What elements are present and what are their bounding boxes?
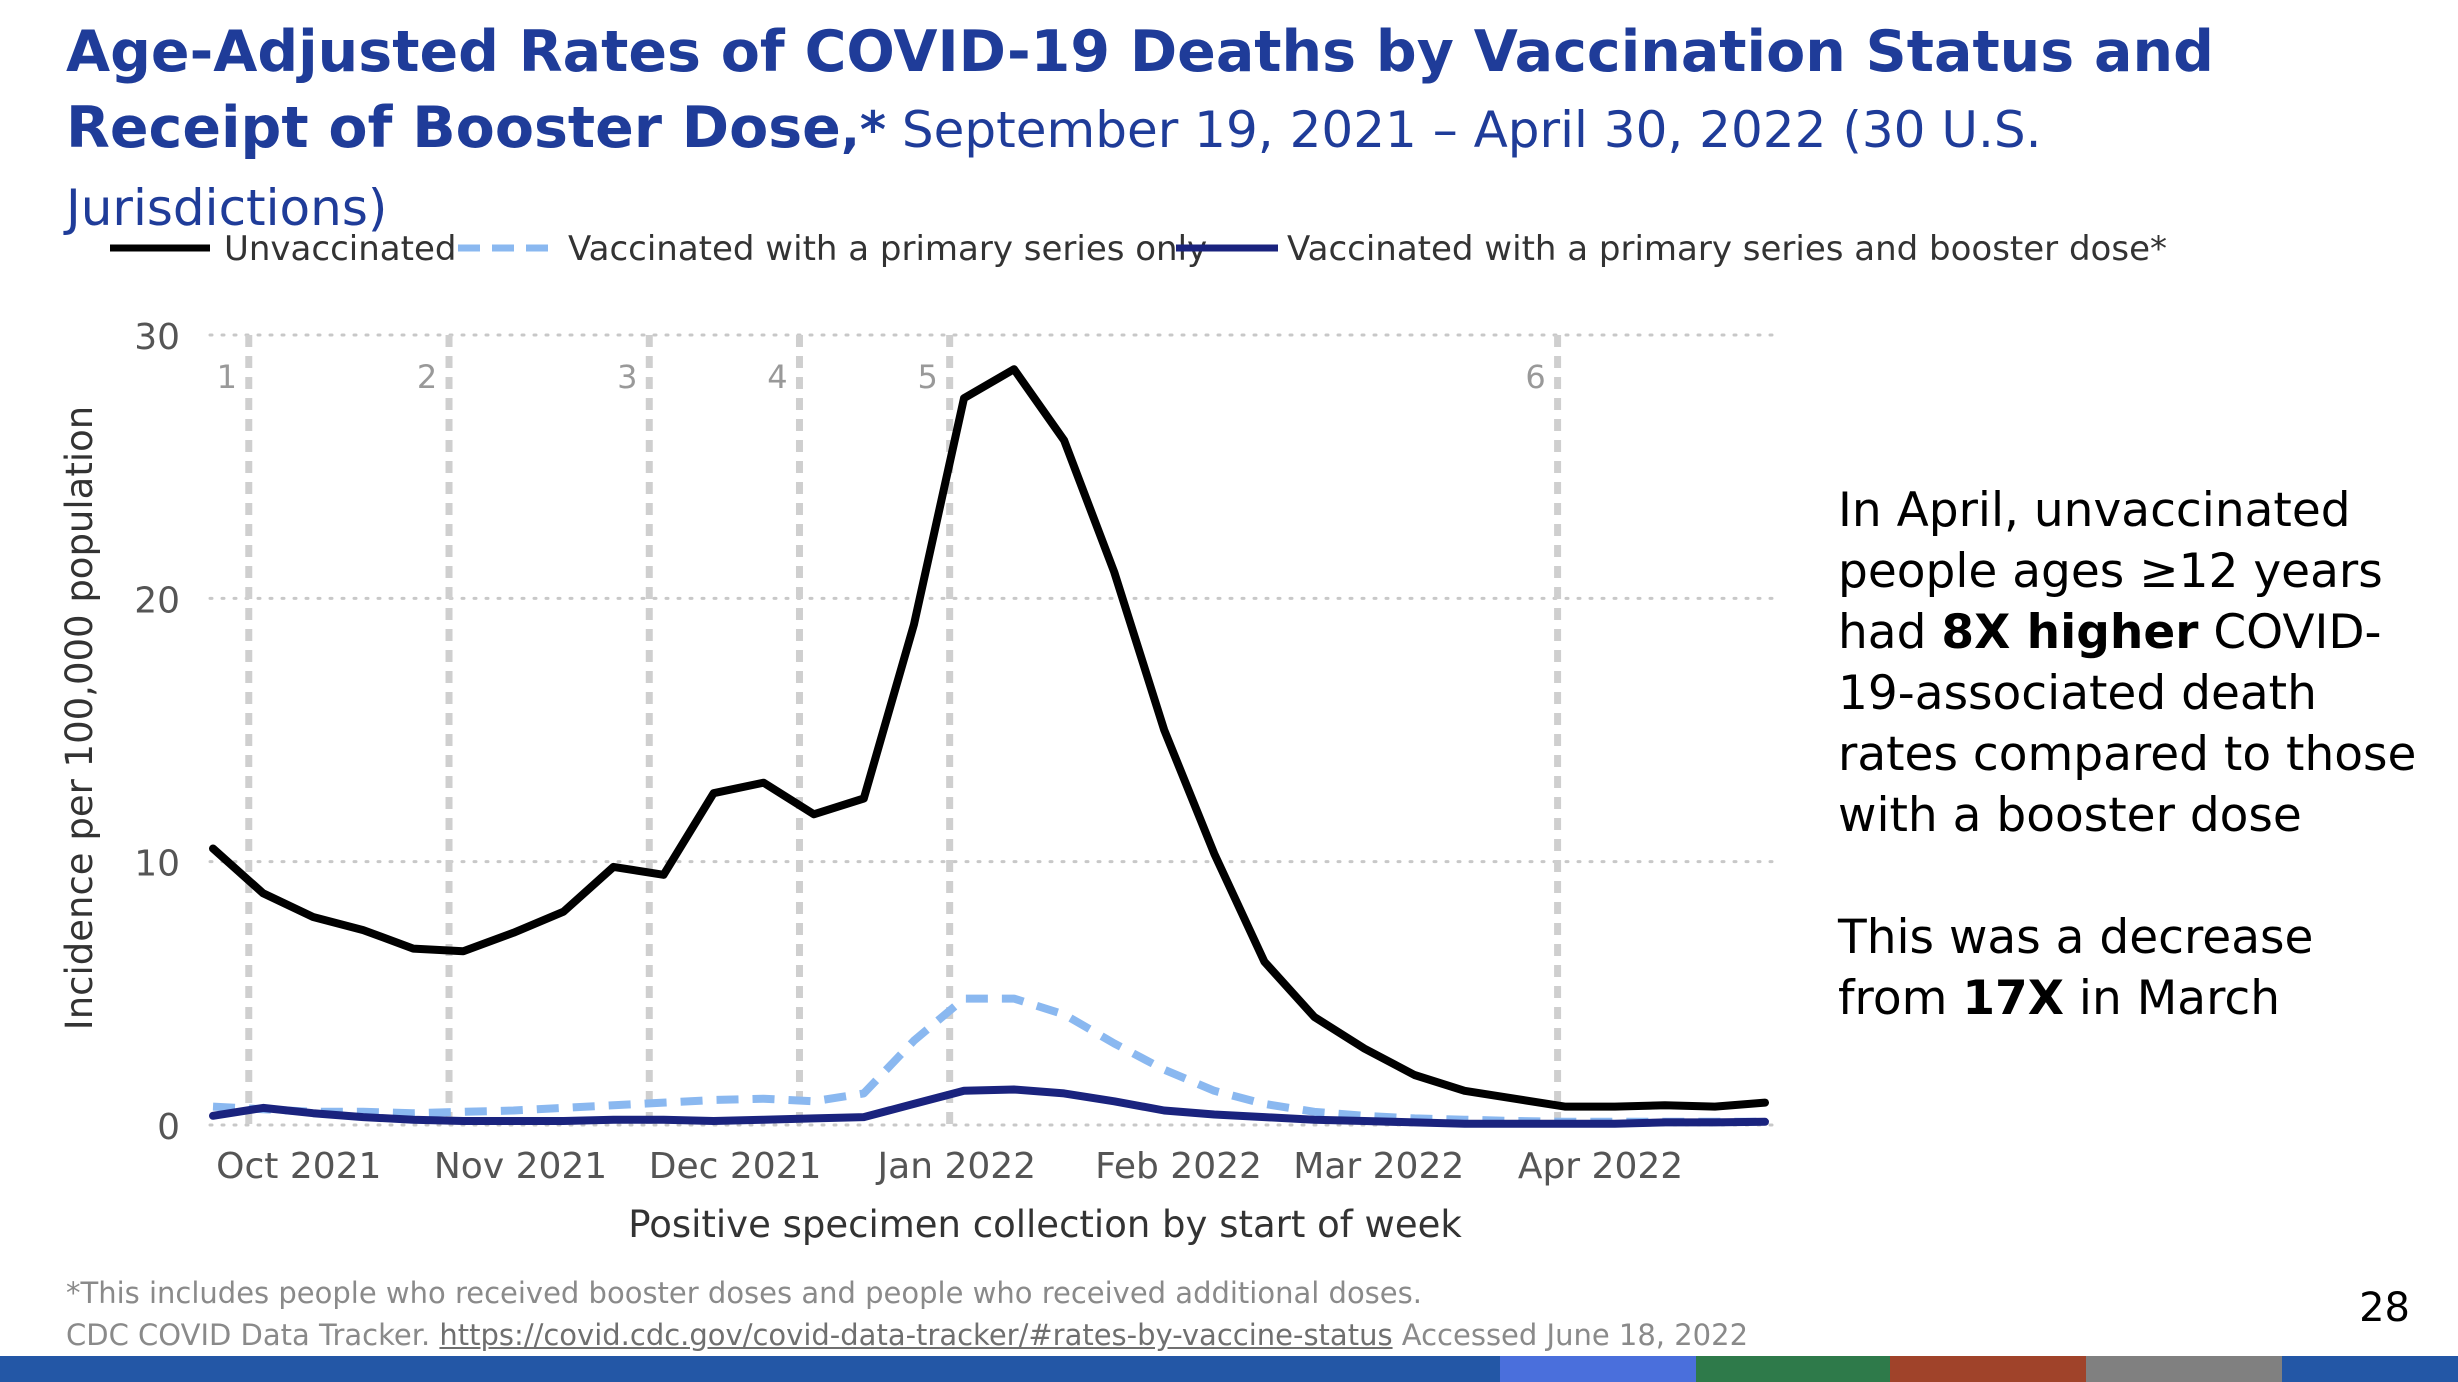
- slide-title-asterisk: ,*: [840, 101, 886, 159]
- chart-series: [209, 365, 1769, 1128]
- callout-2-text-end: in March: [2063, 971, 2280, 1026]
- series-line-1: [209, 365, 1769, 1111]
- callout-2-text: This was a decrease from: [1838, 910, 2314, 1026]
- reference-lines: 1 2 3 4 5 6: [217, 335, 1562, 1128]
- chart-legend: Unvaccinated Vaccinated with a primary se…: [110, 229, 2167, 269]
- x-axis-title: Positive specimen collection by start of…: [628, 1203, 1462, 1246]
- bottom-color-bar: [0, 1356, 2458, 1382]
- x-tick-label: Jan 2022: [876, 1146, 1037, 1187]
- y-tick-label: 30: [134, 317, 180, 358]
- y-tick-label: 10: [134, 844, 180, 885]
- series-line-3: [209, 1085, 1769, 1128]
- legend-label-3: Vaccinated with a primary series and boo…: [1287, 229, 2167, 269]
- x-tick-label: Nov 2021: [434, 1146, 607, 1187]
- callout-paragraph-2: This was a decrease from 17X in March: [1838, 907, 2418, 1029]
- slide-title-date-range: September 19, 2021 – April 30, 2022 (30 …: [66, 101, 2042, 237]
- slide-title-main: Age-Adjusted Rates of COVID-19 Deaths by…: [66, 19, 2214, 161]
- reference-line-label: 4: [767, 358, 787, 396]
- series-line-2: [212, 994, 1765, 1126]
- chart-grid: [208, 333, 1782, 1127]
- bar-segment: [1890, 1356, 2086, 1382]
- x-tick-label: Oct 2021: [216, 1146, 381, 1187]
- x-tick-label: Dec 2021: [649, 1146, 822, 1187]
- legend-label-2: Vaccinated with a primary series only: [568, 229, 1207, 269]
- callout-1-emphasis: 8X higher: [1941, 605, 2199, 660]
- y-tick-label: 0: [157, 1107, 180, 1148]
- reference-line-label: 5: [917, 358, 937, 396]
- bar-segment: [0, 1356, 1500, 1382]
- bar-segment: [1500, 1356, 1696, 1382]
- bar-segment: [2282, 1356, 2458, 1382]
- footnote-booster: *This includes people who received boost…: [66, 1276, 1422, 1310]
- page-number: 28: [2359, 1285, 2410, 1331]
- callout-1-text: In April, unvaccinated people ages ≥12 y…: [1838, 483, 2383, 660]
- chart-axes: 0 10 20 30 Oct 2021 Nov 2021 Dec 2021 Jan 2022 F…: [58, 317, 1683, 1246]
- legend-label-1: Unvaccinated: [224, 229, 456, 269]
- x-tick-label: Apr 2022: [1518, 1146, 1683, 1187]
- bar-segment: [2086, 1356, 2282, 1382]
- reference-line-label: 1: [217, 358, 237, 396]
- y-axis-title: Incidence per 100,000 population: [58, 406, 101, 1030]
- source-link[interactable]: https://covid.cdc.gov/covid-data-tracker…: [439, 1318, 1393, 1352]
- footnote-source: CDC COVID Data Tracker. https://covid.cd…: [66, 1318, 1748, 1352]
- bar-segment: [1696, 1356, 1890, 1382]
- callout-2-emphasis: 17X: [1962, 971, 2064, 1026]
- x-tick-label: Feb 2022: [1095, 1146, 1262, 1187]
- reference-line-label: 2: [417, 358, 437, 396]
- callout-1-text-end: COVID-19-associated death rates compared…: [1838, 605, 2417, 843]
- slide-title: Age-Adjusted Rates of COVID-19 Deaths by…: [66, 14, 2366, 246]
- x-tick-label: Mar 2022: [1293, 1146, 1464, 1187]
- callout-paragraph-1: In April, unvaccinated people ages ≥12 y…: [1838, 480, 2418, 846]
- y-tick-label: 20: [134, 580, 180, 621]
- reference-line-label: 3: [617, 358, 637, 396]
- callout-text: In April, unvaccinated people ages ≥12 y…: [1838, 480, 2418, 1090]
- reference-line-label: 6: [1525, 358, 1545, 396]
- footnote-source-label: CDC COVID Data Tracker.: [66, 1318, 440, 1352]
- footnote-accessed-date: Accessed June 18, 2022: [1392, 1318, 1749, 1352]
